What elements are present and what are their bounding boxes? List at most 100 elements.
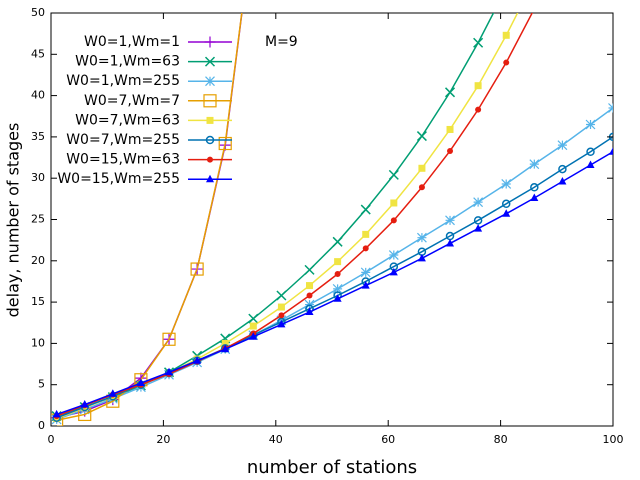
- marker: [205, 135, 215, 145]
- legend-label: W0=7,Wm=63: [75, 112, 180, 128]
- series-line: [56, 151, 613, 416]
- marker: [558, 177, 567, 185]
- marker: [207, 156, 213, 163]
- marker: [218, 136, 232, 151]
- marker: [221, 344, 230, 353]
- marker: [278, 312, 285, 319]
- marker: [586, 160, 595, 168]
- legend-label: W0=1,Wm=63: [75, 54, 180, 70]
- y-tick-label: 45: [31, 47, 45, 60]
- marker: [586, 147, 595, 157]
- marker: [221, 339, 229, 347]
- legend-label: W0=1,Wm=255: [66, 73, 180, 89]
- marker: [444, 87, 456, 98]
- marker: [190, 262, 204, 276]
- marker: [585, 119, 596, 130]
- marker: [608, 103, 613, 113]
- marker: [531, 6, 537, 12]
- marker: [165, 367, 174, 376]
- y-tick-label: 50: [31, 6, 45, 19]
- marker: [473, 37, 484, 48]
- marker: [80, 400, 89, 408]
- marker: [446, 238, 455, 247]
- marker: [306, 292, 313, 299]
- y-tick-label: 25: [31, 213, 45, 226]
- marker: [361, 281, 370, 289]
- marker: [529, 159, 540, 170]
- marker: [162, 332, 176, 346]
- marker: [249, 322, 257, 330]
- marker: [416, 232, 427, 243]
- x-axis-label: number of stations: [247, 457, 417, 478]
- marker: [206, 174, 214, 183]
- marker: [304, 264, 315, 275]
- y-tick-label: 5: [38, 378, 45, 391]
- marker: [501, 199, 511, 209]
- y-axis-label: delay, number of stages: [4, 123, 23, 318]
- marker: [206, 116, 214, 124]
- series-line: [56, 13, 495, 417]
- series-line: [56, 13, 243, 421]
- marker: [333, 294, 342, 302]
- marker: [417, 253, 426, 262]
- marker: [445, 215, 455, 226]
- y-tick-label: 20: [31, 254, 45, 267]
- annotation: M=9: [265, 34, 298, 50]
- marker: [390, 217, 397, 224]
- y-tick-label: 35: [31, 130, 45, 143]
- marker: [249, 332, 258, 340]
- marker: [557, 140, 568, 151]
- marker: [388, 169, 399, 180]
- marker: [473, 197, 484, 208]
- marker: [362, 245, 369, 252]
- marker: [136, 378, 145, 387]
- marker: [473, 216, 483, 225]
- plot-area: [51, 6, 613, 426]
- marker: [609, 147, 613, 155]
- y-tick-label: 10: [31, 336, 45, 349]
- marker: [248, 313, 259, 324]
- marker: [390, 199, 398, 207]
- marker: [530, 193, 539, 202]
- marker: [360, 267, 371, 278]
- y-tick-label: 15: [31, 295, 45, 308]
- marker: [558, 164, 567, 174]
- marker: [193, 356, 202, 364]
- legend-label: W0=15,Wm=255: [57, 171, 180, 187]
- x-tick-label: 80: [494, 433, 508, 446]
- y-tick-label: 40: [31, 89, 45, 102]
- marker: [530, 183, 539, 192]
- legend-label: W0=7,Wm=7: [84, 93, 180, 109]
- x-tick-label: 40: [269, 433, 283, 446]
- marker: [52, 409, 61, 418]
- marker: [204, 56, 216, 67]
- marker: [305, 307, 314, 316]
- marker: [108, 389, 117, 397]
- marker: [276, 290, 287, 301]
- x-tick-label: 100: [603, 433, 624, 446]
- marker: [334, 271, 341, 278]
- marker: [474, 82, 482, 90]
- marker: [502, 31, 510, 39]
- marker: [204, 36, 216, 48]
- marker: [474, 224, 483, 232]
- marker: [205, 76, 215, 87]
- marker: [447, 147, 454, 154]
- marker: [475, 106, 482, 113]
- marker: [501, 179, 512, 189]
- marker: [446, 125, 454, 133]
- x-tick-label: 60: [381, 433, 395, 446]
- marker: [334, 258, 342, 266]
- marker: [360, 204, 371, 215]
- marker: [362, 230, 370, 238]
- marker: [388, 250, 399, 260]
- marker: [418, 164, 426, 172]
- marker: [332, 236, 343, 247]
- y-tick-label: 0: [38, 419, 45, 432]
- marker: [418, 184, 425, 191]
- marker: [332, 283, 343, 294]
- marker: [502, 209, 511, 217]
- marker: [277, 319, 286, 328]
- legend-label: W0=1,Wm=1: [84, 34, 180, 50]
- marker: [389, 267, 398, 276]
